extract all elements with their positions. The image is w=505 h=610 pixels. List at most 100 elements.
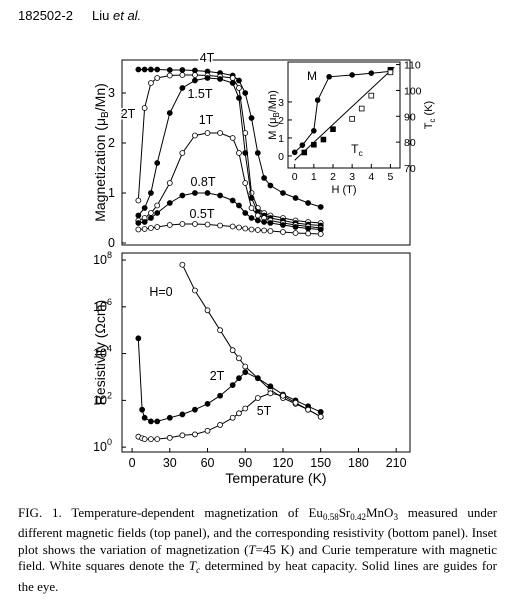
marker xyxy=(299,142,306,148)
y2-axis-label-part: c xyxy=(428,118,437,122)
marker xyxy=(349,72,355,78)
marker xyxy=(192,190,198,196)
marker xyxy=(192,406,198,413)
marker xyxy=(280,190,286,196)
y2-axis-label: Tc (K) xyxy=(423,101,437,129)
y-axis-label-part: M (μ xyxy=(267,118,279,140)
y-tick-label: 3 xyxy=(278,97,284,109)
marker xyxy=(317,409,324,415)
y2-tick-label: 90 xyxy=(404,111,416,123)
caption-part: T xyxy=(248,541,256,557)
x-tick-label: 2 xyxy=(330,171,336,183)
marker xyxy=(242,180,249,186)
marker xyxy=(229,135,236,141)
marker xyxy=(242,363,249,370)
marker xyxy=(135,197,142,204)
marker xyxy=(148,215,154,221)
marker xyxy=(229,382,236,388)
author: Liu xyxy=(92,8,109,23)
y-tick-label: 1 xyxy=(108,186,115,200)
y-axis-label: M (μB/Mn) xyxy=(267,90,281,140)
y-axis-label: Resistivity (Ωcm) xyxy=(92,300,108,405)
marker xyxy=(326,73,332,80)
caption-part: 0.58 xyxy=(322,512,339,522)
x-tick-label: 150 xyxy=(310,456,331,470)
y-tick-label: 102 xyxy=(93,390,112,407)
plot-frame xyxy=(121,59,411,246)
marker xyxy=(166,72,173,79)
y-tick-label: 108 xyxy=(93,250,112,267)
x-tick-label: 120 xyxy=(273,456,294,470)
marker xyxy=(154,210,161,216)
y-tick-label: 104 xyxy=(93,344,112,361)
marker xyxy=(217,130,223,136)
marker xyxy=(236,77,242,84)
curve-label: 4T xyxy=(200,51,215,65)
page-number: 182502-2 xyxy=(18,8,73,23)
marker xyxy=(192,72,198,78)
marker xyxy=(248,115,255,121)
y2-tick-label: 80 xyxy=(404,137,416,149)
curve xyxy=(294,70,391,153)
marker xyxy=(242,210,249,216)
marker xyxy=(305,225,312,232)
marker xyxy=(301,149,308,156)
y-axis-label-part: Resistivity (Ωcm) xyxy=(92,300,108,405)
marker xyxy=(166,222,173,228)
marker xyxy=(154,418,161,425)
marker xyxy=(135,220,142,226)
curve-label: 1T xyxy=(199,113,214,127)
marker xyxy=(317,231,324,237)
caption-part: MnO xyxy=(366,505,394,520)
marker xyxy=(314,97,321,103)
marker xyxy=(179,85,186,91)
marker xyxy=(204,190,211,196)
plot-frame xyxy=(121,252,411,453)
marker xyxy=(166,200,173,206)
y-tick-label: 0 xyxy=(108,236,115,250)
y2-axis-label-part: (K) xyxy=(423,101,435,119)
caption-part: Sr xyxy=(338,505,351,520)
y-axis-label-part: /Mn) xyxy=(92,83,108,111)
marker xyxy=(280,392,286,399)
marker xyxy=(166,67,173,73)
x-tick-label: 0 xyxy=(292,171,298,183)
marker xyxy=(242,90,249,96)
curve-label: 1.5T xyxy=(187,87,212,101)
marker xyxy=(179,72,186,78)
x-axis-label: H (T) xyxy=(331,184,356,196)
annotation-part: c xyxy=(359,148,364,158)
y-axis-label-part: Magnetization (μ xyxy=(92,118,108,222)
y-tick-label: 1 xyxy=(278,133,284,145)
marker xyxy=(254,395,261,401)
marker xyxy=(166,414,173,421)
marker xyxy=(242,150,249,156)
marker xyxy=(305,230,312,237)
marker xyxy=(154,66,161,73)
marker xyxy=(141,436,148,443)
caption-part: 0.42 xyxy=(350,512,366,522)
figure: 182502-2 Liu et al. 01234T2T1.5T1T0.8T0.… xyxy=(18,8,437,486)
marker xyxy=(154,224,161,230)
x-tick-label: 180 xyxy=(348,456,369,470)
marker xyxy=(242,369,249,376)
x-tick-label: 3 xyxy=(349,171,355,183)
marker xyxy=(148,418,154,425)
x-tick-label: 90 xyxy=(238,456,252,470)
marker xyxy=(317,413,324,420)
marker xyxy=(280,222,286,228)
marker xyxy=(254,227,261,233)
marker xyxy=(368,70,375,76)
tick-exponent: 0 xyxy=(107,437,112,447)
caption-part: FIG. 1. Temperature-dependent magnetizat… xyxy=(18,505,323,520)
y-tick-label: 2 xyxy=(278,115,284,127)
marker xyxy=(179,221,186,227)
marker xyxy=(248,226,255,233)
marker xyxy=(229,414,236,421)
marker xyxy=(349,116,355,122)
caption-part: measured under different magnetic fields… xyxy=(18,505,497,557)
marker xyxy=(330,126,336,133)
marker xyxy=(204,75,211,81)
et-al: et al. xyxy=(113,8,141,23)
curve-label: 2T xyxy=(121,107,136,121)
